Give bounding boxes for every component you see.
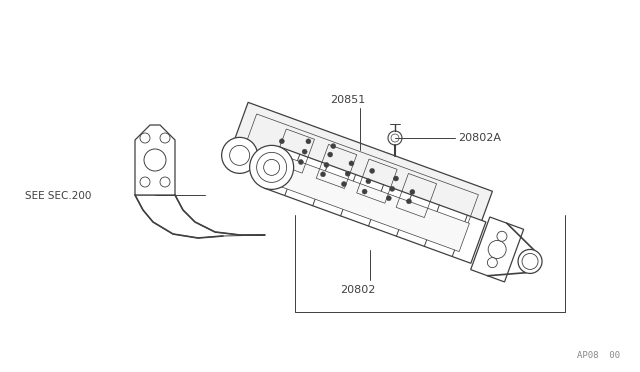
- Circle shape: [522, 253, 538, 269]
- Circle shape: [276, 148, 281, 153]
- Polygon shape: [135, 125, 175, 195]
- Circle shape: [410, 189, 415, 195]
- Text: 20802: 20802: [340, 285, 376, 295]
- Ellipse shape: [230, 145, 250, 166]
- Circle shape: [160, 133, 170, 143]
- Ellipse shape: [388, 131, 402, 145]
- Ellipse shape: [221, 137, 258, 173]
- Circle shape: [298, 160, 303, 164]
- Circle shape: [394, 176, 399, 181]
- Ellipse shape: [257, 153, 287, 182]
- Circle shape: [160, 177, 170, 187]
- Circle shape: [331, 144, 336, 149]
- Ellipse shape: [488, 240, 506, 259]
- Circle shape: [406, 199, 412, 204]
- Circle shape: [488, 258, 497, 267]
- Text: 20802A: 20802A: [458, 133, 501, 143]
- Circle shape: [387, 196, 391, 201]
- Ellipse shape: [250, 145, 294, 189]
- Circle shape: [390, 186, 395, 191]
- Circle shape: [341, 182, 346, 186]
- Circle shape: [345, 171, 350, 176]
- Circle shape: [321, 172, 326, 177]
- Circle shape: [349, 161, 354, 166]
- Circle shape: [140, 133, 150, 143]
- Ellipse shape: [391, 134, 399, 142]
- Circle shape: [306, 139, 311, 144]
- Polygon shape: [135, 195, 265, 238]
- Circle shape: [264, 159, 280, 175]
- Polygon shape: [264, 147, 486, 263]
- Circle shape: [302, 149, 307, 154]
- Circle shape: [324, 163, 329, 167]
- Circle shape: [497, 231, 507, 241]
- Ellipse shape: [144, 149, 166, 171]
- Text: SEE SEC.200: SEE SEC.200: [25, 191, 92, 201]
- Ellipse shape: [518, 250, 542, 273]
- Circle shape: [370, 169, 374, 173]
- Circle shape: [279, 139, 284, 144]
- Polygon shape: [470, 217, 524, 282]
- Text: 20851: 20851: [330, 95, 365, 105]
- Circle shape: [366, 179, 371, 184]
- Polygon shape: [228, 102, 492, 248]
- Text: AP08  00: AP08 00: [577, 351, 620, 360]
- Circle shape: [140, 177, 150, 187]
- Circle shape: [328, 152, 333, 157]
- Circle shape: [362, 189, 367, 194]
- Polygon shape: [266, 153, 469, 251]
